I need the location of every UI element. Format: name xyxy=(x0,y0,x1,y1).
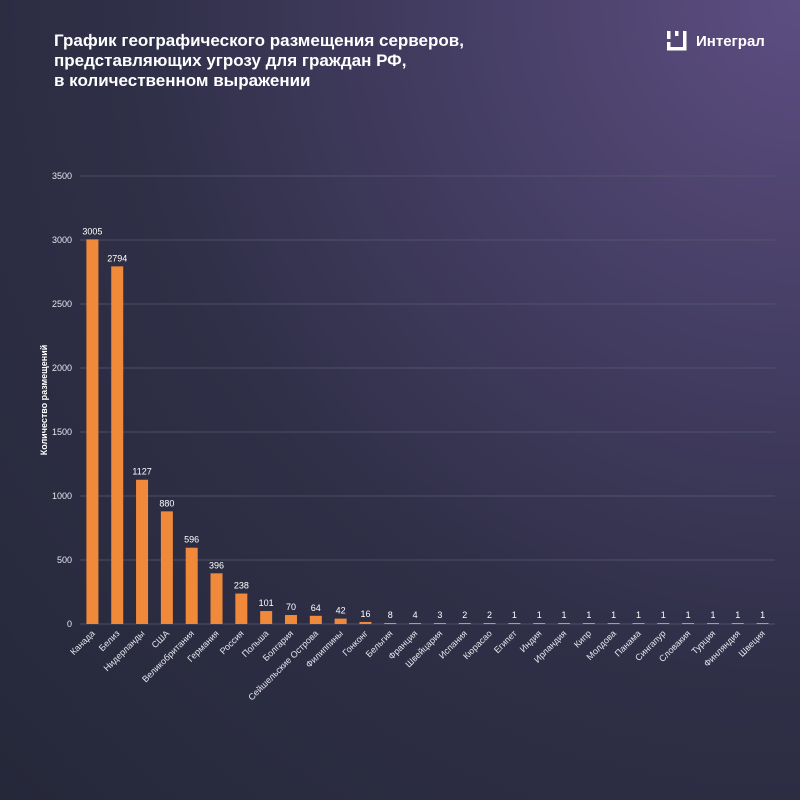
bar-value-label: 1 xyxy=(735,610,740,620)
bar-value-label: 42 xyxy=(336,606,346,616)
bar-value-label: 1 xyxy=(562,610,567,620)
gridlines xyxy=(80,175,775,625)
bar xyxy=(632,623,645,624)
y-tick-label: 0 xyxy=(67,619,72,629)
bar-value-label: 238 xyxy=(234,581,249,591)
bar xyxy=(682,623,695,624)
bar-value-label: 1 xyxy=(537,610,542,620)
x-tick-label: Египет xyxy=(492,628,519,655)
bar xyxy=(409,623,422,624)
bar xyxy=(210,573,223,624)
bar xyxy=(86,239,99,625)
bar xyxy=(483,623,496,624)
y-tick-label: 3500 xyxy=(52,171,72,181)
bar-value-label: 1 xyxy=(661,610,666,620)
bar xyxy=(756,623,769,624)
y-tick-label: 3000 xyxy=(52,235,72,245)
bar-value-label: 1 xyxy=(611,610,616,620)
bar xyxy=(136,479,149,624)
x-tick-label: Кипр xyxy=(572,628,593,649)
bar xyxy=(706,623,719,624)
bar-value-label: 101 xyxy=(259,598,274,608)
bar-value-label: 2 xyxy=(462,610,467,620)
y-tick-label: 1500 xyxy=(52,427,72,437)
bar xyxy=(533,623,546,624)
title-line-2: представляющих угрозу для граждан РФ, xyxy=(54,51,407,70)
title-line-3: в количественном выражении xyxy=(54,71,311,90)
x-tick-label: Швеция xyxy=(737,628,767,658)
bar-value-label: 1 xyxy=(586,610,591,620)
value-labels: 3005 2794 1127 880 596 396 238 101 70 64 42 16 8 4 3 2 2… xyxy=(82,226,765,620)
bar xyxy=(260,611,273,624)
bar-value-label: 1 xyxy=(710,610,715,620)
bar xyxy=(359,621,372,624)
bars xyxy=(86,239,769,625)
bar-value-label: 1127 xyxy=(132,467,151,477)
bar xyxy=(458,623,471,624)
logo-text: Интеграл xyxy=(696,32,765,50)
brand-logo: Интеграл xyxy=(666,29,765,53)
bar-value-label: 1 xyxy=(686,610,691,620)
y-axis-ticks: 0 500 1000 1500 2000 2500 3000 3500 xyxy=(52,171,72,629)
bar xyxy=(508,623,521,624)
bar-value-label: 1 xyxy=(512,610,517,620)
bar-value-label: 8 xyxy=(388,610,393,620)
chart-title: График географического размещения сервер… xyxy=(54,31,574,91)
bar xyxy=(731,623,744,624)
bar xyxy=(284,615,297,624)
bar-value-label: 596 xyxy=(184,535,199,545)
bar-value-label: 64 xyxy=(311,603,321,613)
bar-value-label: 2794 xyxy=(107,253,127,263)
y-tick-label: 1000 xyxy=(52,491,72,501)
bar xyxy=(607,623,620,624)
bar xyxy=(185,547,198,624)
y-tick-label: 500 xyxy=(57,555,72,565)
bar-value-label: 3 xyxy=(437,610,442,620)
bar-value-label: 880 xyxy=(159,498,174,508)
bar-value-label: 4 xyxy=(413,610,418,620)
integral-logo-icon xyxy=(667,31,687,51)
bar-value-label: 16 xyxy=(360,609,370,619)
bar-value-label: 1 xyxy=(760,610,765,620)
bar xyxy=(334,618,347,624)
bar xyxy=(111,266,124,624)
bar-value-label: 3005 xyxy=(82,226,102,236)
y-tick-label: 2500 xyxy=(52,299,72,309)
bar xyxy=(384,622,397,624)
bar xyxy=(235,593,248,624)
bar xyxy=(657,623,670,624)
y-axis-label: Количество размещений xyxy=(39,345,49,456)
bar-value-label: 1 xyxy=(636,610,641,620)
bar-value-label: 396 xyxy=(209,560,224,570)
bar xyxy=(160,511,173,624)
bar xyxy=(433,623,446,624)
bar-value-label: 70 xyxy=(286,602,296,612)
bar xyxy=(309,615,322,624)
x-tick-label: Канада xyxy=(68,628,97,657)
bar-value-label: 2 xyxy=(487,610,492,620)
x-tick-label: США xyxy=(150,628,172,650)
bar xyxy=(582,623,595,624)
y-tick-label: 2000 xyxy=(52,363,72,373)
title-line-1: График географического размещения сервер… xyxy=(54,31,464,50)
bar xyxy=(558,623,571,624)
